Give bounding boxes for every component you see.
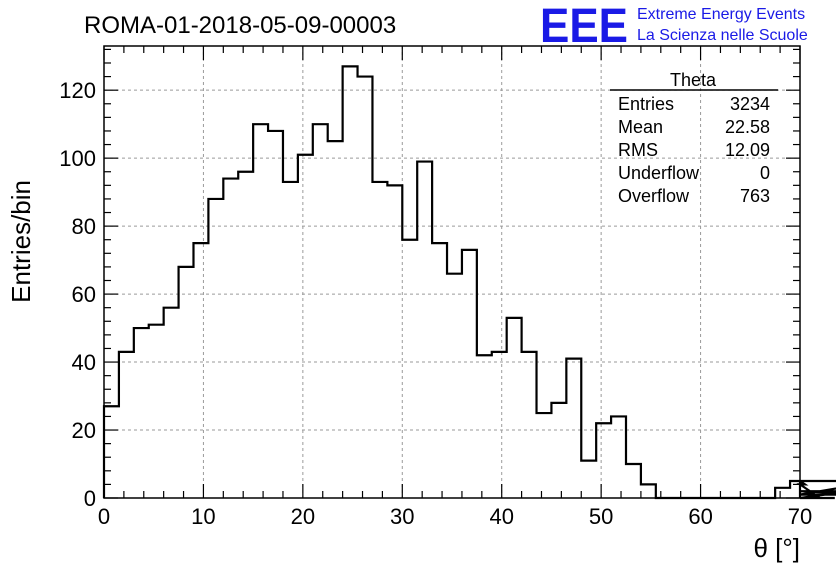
stats-value: 22.58 bbox=[725, 117, 770, 137]
stats-box: Theta Entries 3234 Mean 22.58 RMS 12.09 Underf… bbox=[610, 70, 778, 206]
stats-value: 12.09 bbox=[725, 140, 770, 160]
logo-line-1: Extreme Energy Events bbox=[637, 6, 805, 23]
plot-frame bbox=[103, 45, 801, 499]
logo-line-2: La Scienza nelle Scuole bbox=[637, 27, 808, 44]
stats-value: 3234 bbox=[730, 94, 770, 114]
stats-label: Underflow bbox=[618, 163, 700, 183]
stats-label: RMS bbox=[618, 140, 658, 160]
y-tick-label: 60 bbox=[72, 282, 96, 307]
eee-logo-mark: EEE bbox=[540, 0, 628, 53]
x-tick-label: 60 bbox=[688, 504, 712, 529]
x-tick-label: 0 bbox=[98, 504, 110, 529]
eee-logo: EEE Extreme Energy Events La Scienza nel… bbox=[540, 0, 808, 53]
x-tick-label: 50 bbox=[589, 504, 613, 529]
y-tick-label: 80 bbox=[72, 214, 96, 239]
x-tick-label: 10 bbox=[191, 504, 215, 529]
stats-value: 763 bbox=[740, 186, 770, 206]
x-tick-label: 40 bbox=[489, 504, 513, 529]
stats-name: Theta bbox=[670, 70, 717, 90]
x-tick-label: 70 bbox=[788, 504, 812, 529]
chart-title: ROMA-01-2018-05-09-00003 bbox=[84, 12, 396, 39]
x-tick-label: 30 bbox=[390, 504, 414, 529]
y-tick-label: 40 bbox=[72, 350, 96, 375]
stats-label: Overflow bbox=[618, 186, 690, 206]
tick-labels: 0 10 20 30 40 50 60 70 0 20 40 60 80 100 120 bbox=[59, 78, 812, 529]
axis-ticks bbox=[103, 46, 801, 499]
y-tick-label: 20 bbox=[72, 418, 96, 443]
y-tick-label: 100 bbox=[59, 146, 96, 171]
x-tick-label: 20 bbox=[291, 504, 315, 529]
histogram-outline bbox=[102, 65, 836, 500]
stats-value: 0 bbox=[760, 163, 770, 183]
y-tick-label: 120 bbox=[59, 78, 96, 103]
grid-lines bbox=[104, 46, 800, 498]
y-axis-title: Entries/bin bbox=[6, 180, 36, 303]
y-tick-label: 0 bbox=[84, 486, 96, 511]
stats-label: Mean bbox=[618, 117, 663, 137]
stats-label: Entries bbox=[618, 94, 674, 114]
stats-rows: Entries 3234 Mean 22.58 RMS 12.09 Underflow 0 Ov… bbox=[618, 94, 770, 206]
x-axis-title: θ [°] bbox=[753, 533, 800, 563]
